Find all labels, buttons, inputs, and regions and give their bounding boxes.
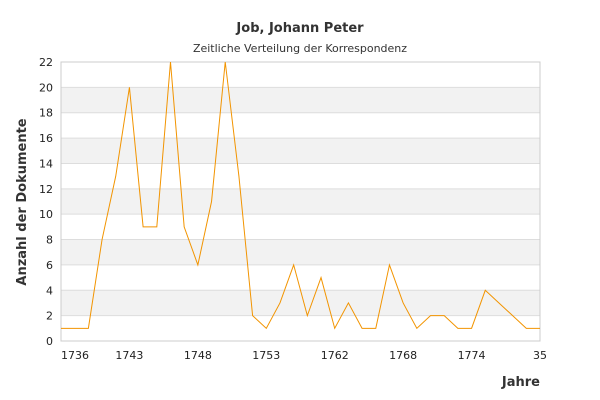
x-tick-label: 1743 xyxy=(115,349,143,362)
x-tick-label: 35 xyxy=(533,349,547,362)
grid-bands xyxy=(61,87,540,316)
plot-area-border xyxy=(60,61,541,342)
y-axis-title: Anzahl der Dokumente xyxy=(15,118,30,285)
y-tick-label: 12 xyxy=(39,183,53,196)
x-tick-label: 1748 xyxy=(184,349,212,362)
y-tick-label: 20 xyxy=(39,81,53,94)
y-tick-label: 2 xyxy=(46,310,53,323)
grid-band xyxy=(61,290,540,316)
y-tick-label: 18 xyxy=(39,107,53,120)
y-tick-label: 10 xyxy=(39,208,53,221)
y-tick-label: 6 xyxy=(46,259,53,272)
x-tick-label: 1753 xyxy=(252,349,280,362)
x-axis-title: Jahre xyxy=(501,375,540,390)
x-tick-label: 1768 xyxy=(389,349,417,362)
x-tick-label: 1736 xyxy=(61,349,89,362)
y-tick-label: 16 xyxy=(39,132,53,145)
chart-subtitle: Zeitliche Verteilung der Korrespondenz xyxy=(193,42,407,55)
y-tick-label: 4 xyxy=(46,284,53,297)
series-line xyxy=(61,61,540,330)
chart-title: Job, Johann Peter xyxy=(235,21,364,36)
y-tick-label: 0 xyxy=(46,335,53,348)
series-group xyxy=(61,61,540,330)
y-tick-label: 8 xyxy=(46,234,53,247)
grid-band xyxy=(61,239,540,265)
y-tick-label: 14 xyxy=(39,157,53,170)
y-tick-label: 22 xyxy=(39,56,53,69)
x-tick-label: 1774 xyxy=(458,349,486,362)
y-axis-ticks: 0 2 4 6 8 10 12 14 16 18 20 22 xyxy=(39,56,53,348)
grid-band xyxy=(61,87,540,113)
grid-band xyxy=(61,188,540,215)
grid-band xyxy=(61,138,540,164)
x-axis-ticks: 1736 1743 1748 1753 1762 1768 1774 35 xyxy=(61,349,547,362)
x-tick-label: 1762 xyxy=(321,349,349,362)
